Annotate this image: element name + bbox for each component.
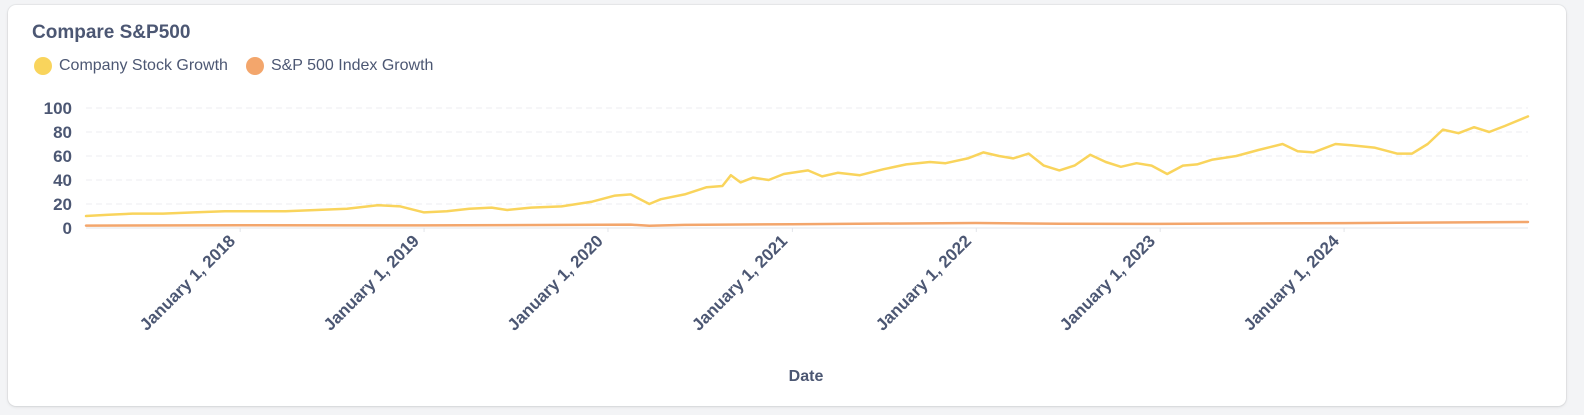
x-tick-label: January 1, 2018: [136, 231, 239, 334]
chart-card: Compare S&P500 Company Stock Growth S&P …: [8, 5, 1566, 406]
y-tick-label: 60: [53, 147, 72, 166]
series-layer: [84, 115, 1530, 228]
x-tick-label: January 1, 2019: [320, 231, 423, 334]
series-line-company-stock[interactable]: [84, 115, 1530, 218]
x-axis-title: Date: [789, 368, 824, 385]
legend-label-company-stock: Company Stock Growth: [59, 57, 228, 74]
legend-label-sp500: S&P 500 Index Growth: [270, 57, 434, 74]
card-title[interactable]: Compare S&P500: [32, 22, 191, 43]
y-axis: 0 20 40 60 80 100: [44, 99, 72, 238]
y-tick-label: 80: [53, 123, 72, 142]
x-tick-label: January 1, 2020: [504, 231, 607, 334]
grid: [86, 107, 1528, 229]
y-tick-label: 40: [53, 171, 72, 190]
series-line-sp500[interactable]: [84, 220, 1530, 228]
legend: Company Stock Growth S&P 500 Index Growt…: [34, 57, 433, 75]
legend-dot-sp500: [245, 57, 264, 75]
y-tick-label: 20: [53, 195, 72, 214]
legend-item-company-stock[interactable]: Company Stock Growth: [34, 57, 228, 75]
y-tick-label: 100: [44, 99, 72, 118]
y-tick-label: 0: [63, 219, 72, 238]
x-tick-label: January 1, 2021: [688, 231, 791, 334]
legend-dot-company-stock: [34, 57, 52, 75]
x-tick-label: January 1, 2024: [1240, 231, 1343, 334]
x-tick-label: January 1, 2023: [1056, 231, 1159, 334]
x-axis: January 1, 2018 January 1, 2019 January 1,…: [136, 228, 1345, 334]
legend-item-sp500[interactable]: S&P 500 Index Growth: [245, 57, 434, 75]
x-tick-label: January 1, 2022: [872, 231, 975, 334]
